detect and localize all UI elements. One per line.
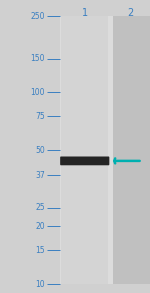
Text: 250: 250 <box>30 12 45 21</box>
Text: 150: 150 <box>30 54 45 63</box>
Text: 37: 37 <box>35 171 45 180</box>
Bar <box>112 16 150 284</box>
Text: 25: 25 <box>35 203 45 212</box>
Text: 100: 100 <box>30 88 45 97</box>
Bar <box>61 16 108 284</box>
Text: 50: 50 <box>35 146 45 155</box>
Text: 20: 20 <box>35 222 45 231</box>
FancyBboxPatch shape <box>60 156 109 165</box>
Text: 1: 1 <box>82 8 88 18</box>
Text: 10: 10 <box>35 280 45 289</box>
Text: 15: 15 <box>35 246 45 255</box>
Text: 2: 2 <box>127 8 134 18</box>
Bar <box>60 16 112 284</box>
Text: 75: 75 <box>35 112 45 121</box>
